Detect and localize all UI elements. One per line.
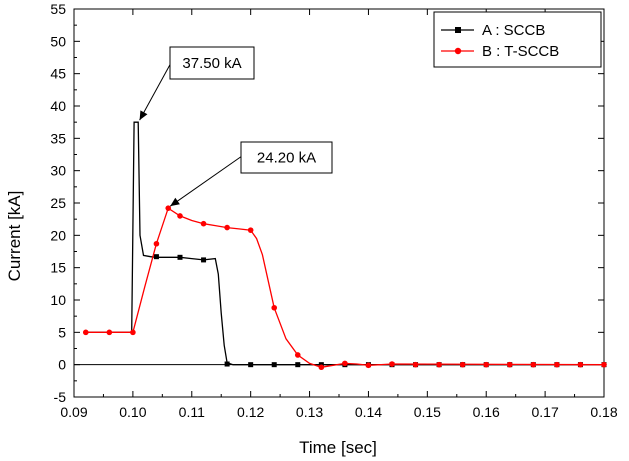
x-tick-label: 0.11 <box>179 404 205 420</box>
data-point <box>201 257 207 263</box>
annotation: 24.20 kA <box>169 141 333 207</box>
annotation-box <box>169 46 255 80</box>
legend-label: B : T-SCCB <box>482 43 559 60</box>
x-tick-label: 0.13 <box>296 404 323 420</box>
y-tick-label: 5 <box>58 324 66 340</box>
x-tick-label: 0.10 <box>119 404 146 420</box>
annotation-arrow <box>169 155 243 207</box>
data-point <box>483 361 490 368</box>
legend-item: A : SCCB <box>441 22 545 39</box>
data-point <box>318 364 325 371</box>
y-tick-label: 0 <box>58 357 66 373</box>
x-tick-label: 0.14 <box>355 404 382 420</box>
data-point <box>271 362 277 368</box>
series-layer <box>82 121 607 371</box>
data-point <box>224 361 230 367</box>
legend: A : SCCB B : T-SCCB <box>433 11 602 68</box>
data-point <box>200 220 207 227</box>
data-point <box>82 329 89 336</box>
legend-label: A : SCCB <box>482 22 545 39</box>
y-tick-label: 15 <box>50 260 66 276</box>
x-axis: 0.09 0.10 0.11 0.12 0.13 0.14 0.15 0.16 0.17 0.18 <box>60 9 618 420</box>
x-axis-label: Time [sec] <box>299 438 377 457</box>
data-point <box>177 213 183 219</box>
y-tick-label: 55 <box>50 1 66 17</box>
data-point <box>224 224 230 231</box>
data-point <box>177 254 183 260</box>
x-tick-label: 0.17 <box>531 404 558 420</box>
series-b <box>82 205 607 371</box>
annotation-box <box>240 141 333 174</box>
annotation-arrow <box>139 60 173 121</box>
x-tick-label: 0.12 <box>237 404 264 420</box>
data-point <box>389 361 395 367</box>
x-tick-label: 0.18 <box>590 404 617 420</box>
y-axis: -5 0 5 10 15 20 25 30 35 40 45 50 55 <box>50 1 604 405</box>
y-tick-label: 35 <box>50 130 66 146</box>
y-tick-label: 50 <box>50 33 66 49</box>
legend-marker <box>455 27 461 33</box>
legend-box <box>433 11 602 68</box>
data-point <box>294 352 301 358</box>
arrowhead <box>139 110 148 121</box>
y-tick-label: 45 <box>50 66 66 82</box>
data-point <box>530 361 537 368</box>
y-tick-label: 20 <box>50 227 66 243</box>
legend-item: B : T-SCCB <box>441 43 559 60</box>
data-point <box>436 361 442 368</box>
data-point <box>577 361 584 368</box>
data-point <box>106 329 113 336</box>
data-point <box>459 361 466 368</box>
y-tick-label: 25 <box>50 195 66 211</box>
annotation: 37.50 kA <box>139 46 255 121</box>
data-point <box>271 304 278 311</box>
data-point <box>165 205 172 211</box>
x-tick-label: 0.16 <box>473 404 500 420</box>
series-line <box>85 121 604 366</box>
data-point <box>506 361 513 368</box>
series-line <box>85 207 605 368</box>
annotations: 37.50 kA 24.20 kA <box>139 46 333 207</box>
x-tick-label: 0.09 <box>60 404 87 420</box>
y-tick-label: 30 <box>50 163 66 179</box>
annotation-text: 24.20 kA <box>257 150 316 167</box>
data-point <box>412 361 419 368</box>
y-axis-label: Current [kA] <box>5 191 24 282</box>
data-point <box>554 361 560 368</box>
data-point <box>601 361 607 368</box>
legend-marker <box>454 47 462 55</box>
y-tick-label: 10 <box>50 292 66 308</box>
data-point <box>153 240 160 247</box>
data-point <box>365 362 372 369</box>
series-a <box>85 121 607 368</box>
data-point <box>342 360 348 367</box>
x-tick-label: 0.15 <box>414 404 441 420</box>
annotation-text: 37.50 kA <box>182 55 241 72</box>
data-point <box>247 227 254 233</box>
data-point <box>130 329 136 336</box>
y-tick-label: 40 <box>50 98 66 114</box>
data-point <box>248 362 254 368</box>
arrowhead <box>170 197 180 207</box>
y-tick-label: -5 <box>54 389 67 405</box>
data-point <box>295 362 301 368</box>
data-point <box>153 254 159 260</box>
